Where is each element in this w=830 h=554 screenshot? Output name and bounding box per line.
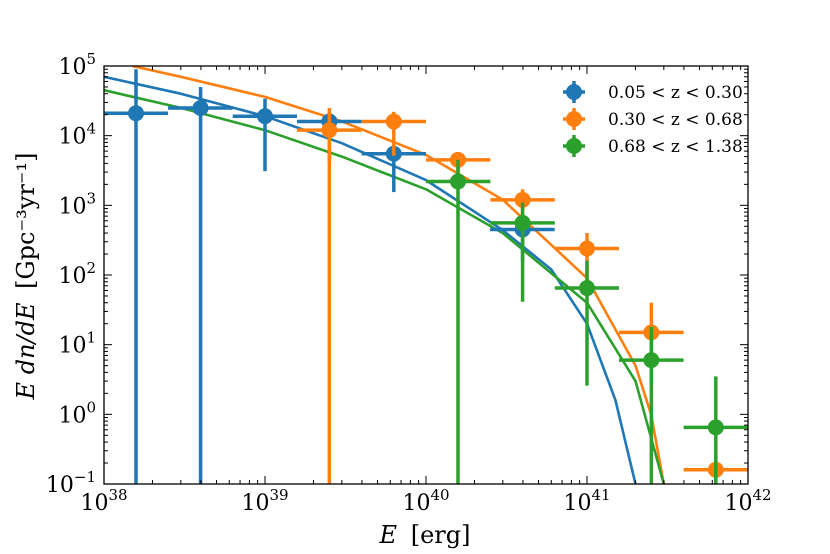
fit-curve-1 <box>104 75 637 484</box>
data-point-s2-4 <box>514 191 531 208</box>
legend-label: 0.68 < z < 1.38 <box>608 137 743 157</box>
x-tick-base: 10 <box>241 491 269 516</box>
fit-curves <box>104 66 666 484</box>
data-point-s3-1 <box>449 173 466 190</box>
legend: 0.05 < z < 0.30 0.30 < z < 0.68 0.68 < z <… <box>563 81 743 157</box>
y-tick-exponent: 2 <box>86 259 96 277</box>
y-tick-base: 10 <box>58 55 86 80</box>
data-point-s1-3 <box>257 108 273 125</box>
legend-marker <box>566 84 582 100</box>
axis-ticks <box>103 65 749 485</box>
data-points <box>104 69 748 484</box>
y-tick-label: 100 <box>58 398 96 428</box>
x-axis-label: E [erg] <box>379 521 471 549</box>
x-tick-exponent: 42 <box>752 486 771 504</box>
fit-curve-3 <box>104 88 666 484</box>
data-point-s3-5 <box>707 419 724 436</box>
y-tick-exponent: 0 <box>86 398 96 416</box>
y-tick-exponent: 4 <box>86 120 96 138</box>
data-point-s2-2 <box>385 113 402 130</box>
y-tick-base: 10 <box>58 194 86 219</box>
y-tick-label: 105 <box>58 50 96 80</box>
data-point-s2-1 <box>321 122 338 139</box>
data-point-s1-2 <box>192 99 209 116</box>
y-tick-label: 102 <box>58 259 96 289</box>
x-tick-label: 1040 <box>402 486 449 516</box>
data-point-s3-4 <box>643 352 660 369</box>
x-tick-label: 1039 <box>241 486 288 516</box>
x-tick-exponent: 38 <box>108 486 127 504</box>
y-tick-exponent: 5 <box>86 50 96 68</box>
y-tick-exponent: 3 <box>86 189 96 207</box>
x-tick-base: 10 <box>724 491 752 516</box>
data-point-s2-5 <box>579 240 595 257</box>
y-tick-base: 10 <box>58 403 86 428</box>
x-tick-exponent: 40 <box>430 486 449 504</box>
y-axis-label: E dn/dE [Gpc⁻³yr⁻¹] <box>12 153 40 401</box>
y-tick-label: 101 <box>58 329 96 359</box>
tick-labels: 1038 1039 1040 1041 104210−11001011021031041… <box>46 50 772 516</box>
x-tick-label: 1042 <box>724 486 771 516</box>
legend-marker <box>566 111 582 127</box>
y-tick-base: 10 <box>58 334 86 359</box>
fit-curve-2 <box>132 66 666 484</box>
legend-label: 0.05 < z < 0.30 <box>608 83 743 103</box>
y-tick-label: 104 <box>58 120 96 150</box>
y-tick-base: 10 <box>58 125 86 150</box>
x-tick-label: 1038 <box>80 486 127 516</box>
data-point-s3-2 <box>514 214 531 231</box>
y-tick-base: 10 <box>58 264 86 289</box>
data-point-s3-3 <box>579 280 595 297</box>
y-tick-label: 10−1 <box>46 468 96 498</box>
y-tick-label: 103 <box>58 189 96 219</box>
y-tick-exponent: −1 <box>74 468 96 486</box>
x-tick-exponent: 41 <box>591 486 610 504</box>
data-point-s1-1 <box>127 105 144 122</box>
legend-label: 0.30 < z < 0.68 <box>608 110 743 130</box>
x-tick-exponent: 39 <box>269 486 288 504</box>
y-tick-exponent: 1 <box>86 329 96 347</box>
x-tick-base: 10 <box>563 491 591 516</box>
legend-marker <box>566 138 582 154</box>
x-tick-base: 10 <box>402 491 430 516</box>
x-tick-label: 1041 <box>563 486 610 516</box>
y-tick-base: 10 <box>46 473 74 498</box>
x-tick-base: 10 <box>80 491 108 516</box>
